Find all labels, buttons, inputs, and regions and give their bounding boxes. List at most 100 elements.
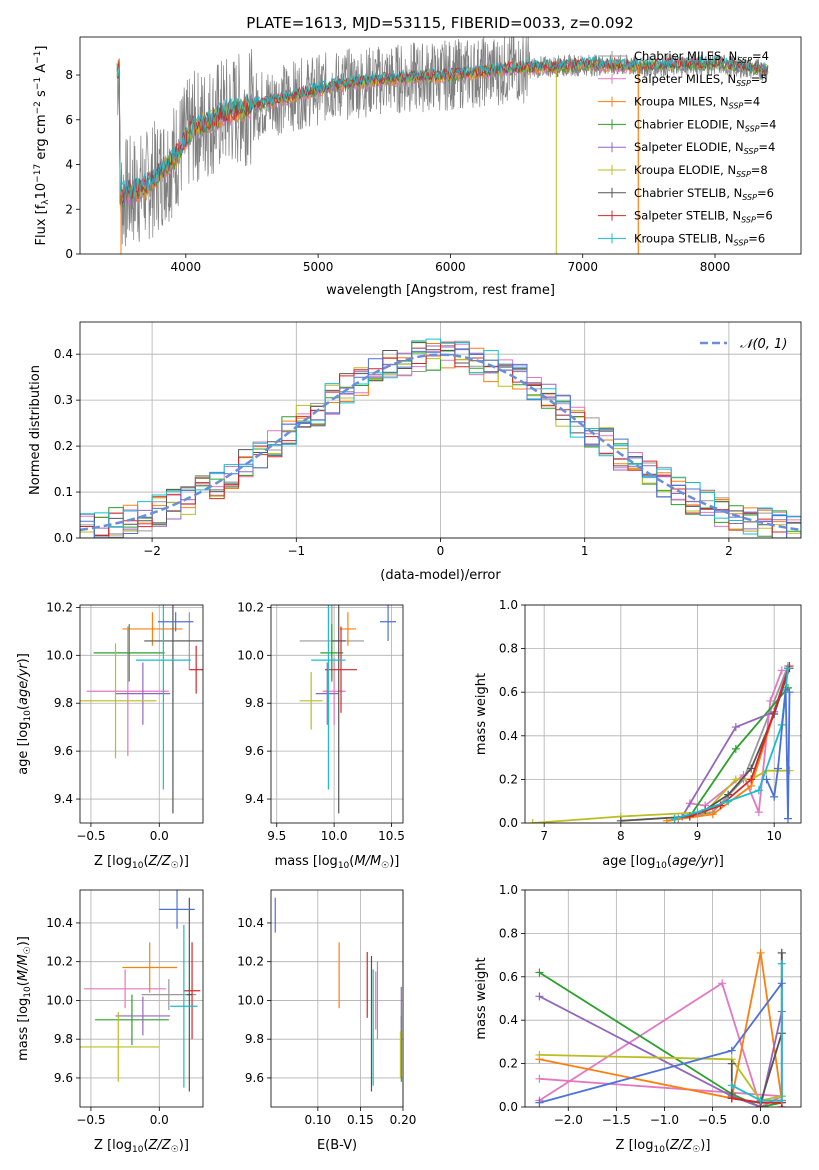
y-tick-label: 2 (65, 202, 73, 216)
legend-label: Chabrier STELIB, NSSP=6 (634, 186, 774, 202)
y-tick-label: 10.0 (46, 993, 73, 1007)
y-tick-label: 10.0 (237, 993, 264, 1007)
x-tick-label: 7 (540, 829, 548, 843)
legend-label: Salpeter MILES, NSSP=5 (634, 72, 768, 88)
mass-vs-Z-frame (79, 889, 204, 1108)
weight-point (754, 808, 763, 817)
weight-point (528, 819, 537, 823)
x-tick-label: −2.0 (554, 1113, 583, 1127)
weight-line (539, 952, 783, 1101)
x-axis-label: (data-model)/error (380, 568, 501, 583)
age-vs-Z-errorbars (80, 605, 203, 814)
weight-line (538, 995, 783, 1107)
mass-vs-ebv-axes: 0.10 0.15 0.20 9.6 9.8 10.0 10.2 10.4 E(B-V) (237, 890, 416, 1153)
x-axis-label: Z [log10(Z/Z☉)] (616, 1138, 711, 1155)
weight-point (766, 696, 775, 705)
weight-line (539, 982, 783, 1104)
weight-vs-age-frame (524, 604, 802, 824)
mass-vs-ebv-errorbars (274, 897, 402, 1092)
weight-point (777, 1096, 786, 1105)
weight-point (785, 688, 794, 697)
weight-point (777, 979, 786, 988)
weight-point (731, 775, 740, 784)
weight-point (747, 775, 756, 784)
y-tick-label: 9.6 (245, 1071, 264, 1085)
x-tick-label: 0.0 (751, 1113, 770, 1127)
y-tick-label: 9.6 (54, 744, 73, 758)
legend-label: Salpeter STELIB, NSSP=6 (634, 209, 773, 225)
y-tick-label: 9.8 (245, 1032, 264, 1046)
weight-point (783, 814, 792, 823)
x-tick-label: 0.20 (390, 1113, 417, 1127)
weight-point (693, 808, 702, 817)
weight-point (535, 1050, 544, 1059)
weight-point (756, 948, 765, 957)
y-tick-label: 9.8 (54, 1032, 73, 1046)
residuals-axes: −2 −1 0 1 2 0.0 0.1 0.2 0.3 0.4 𝒩(0, 1) (data-model… (28, 322, 801, 583)
gaussian-curve (80, 353, 801, 532)
weight-point (727, 1059, 736, 1068)
y-tick-label: 6 (65, 113, 73, 127)
legend-label: Kroupa ELODIE, NSSP=8 (634, 163, 768, 179)
x-tick-label: 0.0 (150, 1113, 169, 1127)
y-tick-label: 9.4 (245, 792, 264, 806)
y-tick-label: 9.8 (54, 696, 73, 710)
weight-point (777, 959, 786, 968)
x-axis-label: mass [log10(M/M☉)] (275, 854, 400, 871)
y-tick-label: 0.4 (499, 729, 518, 743)
y-axis-label: Normed distribution (28, 365, 43, 495)
x-tick-label: −0.5 (76, 829, 105, 843)
y-axis-label: age [log10(age/yr)] (16, 653, 33, 775)
y-tick-label: 8 (65, 68, 73, 82)
weight-point (535, 968, 544, 977)
x-tick-label: 8000 (700, 260, 731, 274)
y-tick-label: 10.4 (237, 916, 264, 930)
x-tick-label: 0 (437, 544, 445, 558)
y-tick-label: 1.0 (499, 883, 518, 897)
y-tick-label: 0.4 (499, 1013, 518, 1027)
weight-point (783, 664, 792, 673)
spectrum-legend: Chabrier MILES, NSSP=4 Salpeter MILES, NS… (598, 49, 776, 247)
x-tick-label: 6000 (435, 260, 466, 274)
weight-vs-Z-lines (535, 948, 786, 1107)
age-vs-mass-errorbars (299, 605, 397, 814)
weight-point (718, 979, 727, 988)
y-tick-label: 0.2 (54, 439, 73, 453)
y-tick-label: 10.2 (237, 600, 264, 614)
x-tick-label: 8 (617, 829, 625, 843)
weight-point (535, 1098, 544, 1107)
y-tick-label: 0.8 (499, 642, 518, 656)
x-tick-label: 1 (581, 544, 589, 558)
mass-vs-ebv-frame (270, 889, 404, 1108)
y-tick-label: 0.8 (499, 926, 518, 940)
y-tick-label: 10.2 (46, 955, 73, 969)
x-tick-label: 4000 (171, 260, 202, 274)
y-tick-label: 10.4 (46, 916, 73, 930)
x-tick-label: −0.5 (76, 1113, 105, 1127)
x-tick-label: 0.0 (150, 829, 169, 843)
weight-line (689, 670, 783, 813)
x-tick-label: −0.5 (698, 1113, 727, 1127)
y-tick-label: 10.0 (46, 648, 73, 662)
weight-vs-Z-axes: −2.0 −1.5 −1.0 −0.5 0.0 0.0 0.2 0.4 0.6 0.8 1.0 Z [… (474, 883, 801, 1155)
spectrum-axes: 4000 5000 6000 7000 8000 0 2 4 6 8 wavelength [Ang… (33, 46, 730, 299)
x-tick-label: −2 (143, 544, 161, 558)
y-tick-label: 0.0 (499, 816, 518, 830)
y-tick-label: 10.2 (46, 600, 73, 614)
weight-point (774, 764, 782, 773)
x-axis-label: age [log10(age/yr)] (602, 854, 724, 871)
weight-line (666, 667, 789, 822)
y-tick-label: 0.4 (54, 347, 73, 361)
weight-point (777, 948, 786, 957)
age-vs-mass-axes: 9.5 10.0 10.5 9.4 9.6 9.8 10.0 10.2 mass [log10(… (237, 600, 405, 871)
x-tick-label: 0.15 (347, 1113, 374, 1127)
spectrum-lines (116, 37, 769, 254)
y-tick-label: 0.2 (499, 772, 518, 786)
y-tick-label: 1.0 (499, 598, 518, 612)
y-tick-label: 0.6 (499, 970, 518, 984)
legend-label: Chabrier MILES, NSSP=4 (634, 49, 769, 65)
mass-vs-Z-errorbars (80, 890, 201, 1092)
y-tick-label: 9.6 (54, 1071, 73, 1085)
y-axis-label: mass [log10(M/M☉)] (16, 936, 33, 1061)
